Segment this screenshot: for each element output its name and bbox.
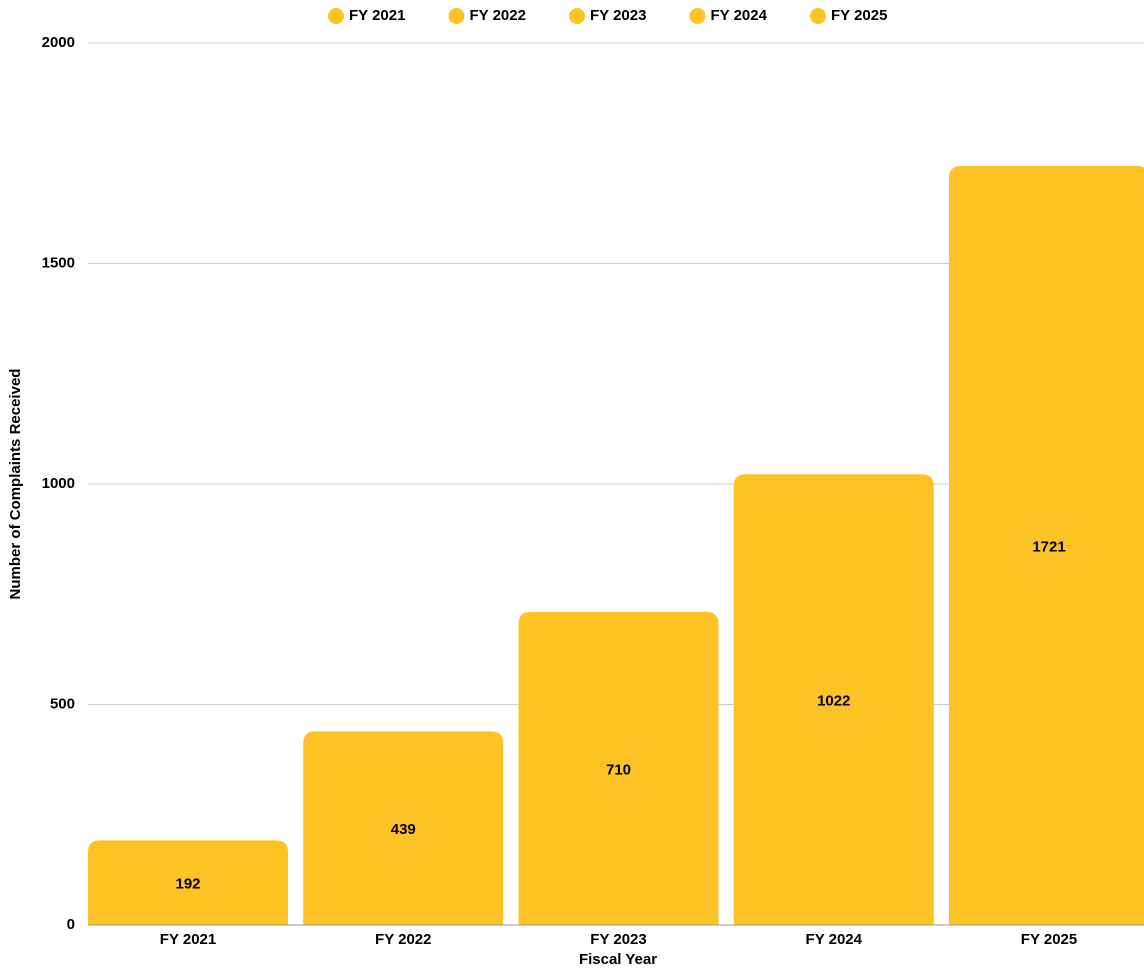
y-axis-title: Number of Complaints Received xyxy=(7,369,24,600)
y-tick-label: 500 xyxy=(50,695,75,712)
y-tick-label: 2000 xyxy=(42,34,75,51)
value-label: 1721 xyxy=(1032,538,1065,555)
x-tick-label: FY 2022 xyxy=(375,931,431,948)
legend-label: FY 2022 xyxy=(470,7,526,24)
x-tick-label: FY 2023 xyxy=(590,931,646,948)
x-tick-label: FY 2025 xyxy=(1021,931,1077,948)
x-tick-label: FY 2024 xyxy=(806,931,863,948)
bar xyxy=(518,611,719,925)
x-axis-title: Fiscal Year xyxy=(579,951,657,968)
bar xyxy=(733,474,934,925)
y-tick-label: 1000 xyxy=(42,475,75,492)
legend-label: FY 2024 xyxy=(711,7,768,24)
value-label: 1022 xyxy=(817,693,850,710)
y-tick-label: 0 xyxy=(67,916,75,933)
legend-label: FY 2025 xyxy=(831,7,887,24)
legend-label: FY 2021 xyxy=(349,7,405,24)
value-label: 710 xyxy=(606,761,631,778)
legend-label: FY 2023 xyxy=(590,7,646,24)
x-tick-label: FY 2021 xyxy=(160,931,216,948)
bar xyxy=(303,731,504,925)
legend-marker xyxy=(328,8,344,24)
legend-marker xyxy=(689,8,706,24)
value-label: 192 xyxy=(175,876,200,893)
value-label: 439 xyxy=(391,821,416,838)
legend-marker xyxy=(448,8,465,24)
legend-marker xyxy=(810,8,826,24)
legend-marker xyxy=(569,8,585,24)
bar xyxy=(949,166,1144,925)
bar xyxy=(88,840,288,925)
y-tick-label: 1500 xyxy=(42,254,75,271)
